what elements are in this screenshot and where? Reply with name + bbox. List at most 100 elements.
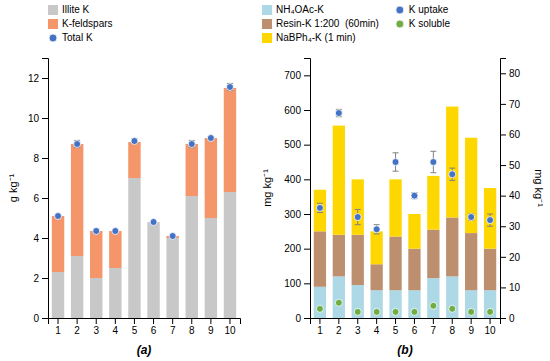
legend-swatch bbox=[262, 19, 272, 29]
point bbox=[316, 204, 323, 211]
tick: 3 bbox=[93, 318, 99, 336]
tick-mark bbox=[338, 318, 339, 324]
tick-mark bbox=[304, 145, 310, 146]
axis-domain bbox=[501, 59, 507, 319]
tick-mark bbox=[500, 318, 506, 319]
point bbox=[430, 302, 437, 309]
tick: 10 bbox=[485, 318, 497, 336]
error-bar bbox=[411, 193, 417, 199]
tick-label: 400 bbox=[284, 174, 301, 185]
tick: 12 bbox=[28, 73, 48, 84]
point bbox=[150, 219, 157, 226]
tick-label: 7 bbox=[170, 325, 176, 336]
error-bar bbox=[317, 203, 323, 212]
tick-label: 300 bbox=[284, 209, 301, 220]
tick: 9 bbox=[208, 318, 214, 336]
axis-domain bbox=[304, 59, 311, 319]
tick-label: 1 bbox=[317, 325, 323, 336]
tick-mark bbox=[471, 318, 472, 324]
tick-mark bbox=[115, 318, 116, 324]
tick: 7 bbox=[170, 318, 176, 336]
tick-label: 60 bbox=[509, 129, 521, 140]
tick-label: 70 bbox=[509, 99, 521, 110]
bar bbox=[352, 179, 364, 234]
tick-mark bbox=[376, 318, 377, 324]
tick-label: 0 bbox=[33, 313, 39, 324]
tick-mark bbox=[42, 78, 48, 79]
point bbox=[468, 308, 475, 315]
bar bbox=[186, 144, 198, 196]
tick-label: 9 bbox=[208, 325, 214, 336]
bar bbox=[484, 290, 496, 318]
legend-item: K-feldspars bbox=[48, 18, 113, 29]
error-bar bbox=[430, 151, 436, 172]
tick-label: 0 bbox=[295, 313, 301, 324]
point bbox=[226, 84, 233, 91]
bar bbox=[427, 230, 439, 279]
tick-label: 2 bbox=[336, 325, 342, 336]
point bbox=[316, 305, 323, 312]
tick-mark bbox=[42, 278, 48, 279]
tick-mark bbox=[304, 249, 310, 250]
tick: 8 bbox=[449, 318, 455, 336]
tick-mark bbox=[96, 318, 97, 324]
tick: 4 bbox=[113, 318, 119, 336]
tick-mark bbox=[42, 118, 48, 119]
bar bbox=[333, 276, 345, 318]
point bbox=[487, 308, 494, 315]
tick-mark bbox=[452, 318, 453, 324]
bar bbox=[370, 290, 382, 318]
error-bar bbox=[227, 83, 233, 90]
bar bbox=[186, 196, 198, 318]
bar bbox=[109, 231, 121, 268]
tick-label: 20 bbox=[509, 252, 521, 263]
point bbox=[468, 214, 475, 221]
bar bbox=[128, 142, 140, 178]
point bbox=[169, 233, 176, 240]
legend-item: Illite K bbox=[48, 4, 90, 15]
tick-label: 4 bbox=[113, 325, 119, 336]
tick: 8 bbox=[189, 318, 195, 336]
legend: NH₄OAc-KResin-K 1:200 (60min)NaBPh₄-K (1… bbox=[262, 4, 450, 43]
tick-mark bbox=[58, 318, 59, 324]
tick-label: 5 bbox=[132, 325, 138, 336]
tick: 600 bbox=[284, 105, 310, 116]
tick: 80 bbox=[500, 68, 521, 79]
legend-swatch bbox=[262, 5, 272, 15]
point bbox=[131, 138, 138, 145]
tick: 70 bbox=[500, 99, 521, 110]
tick-mark bbox=[210, 318, 211, 324]
error-bar bbox=[355, 209, 361, 224]
tick: 20 bbox=[500, 252, 521, 263]
tick-label: 40 bbox=[509, 190, 521, 201]
legend-swatch bbox=[396, 20, 404, 28]
x-axis: 12345678910 bbox=[49, 318, 241, 336]
tick: 10 bbox=[224, 318, 236, 336]
tick-mark bbox=[304, 318, 310, 319]
tick-label: 3 bbox=[355, 325, 361, 336]
bar bbox=[52, 272, 64, 318]
tick-mark bbox=[304, 110, 310, 111]
tick: 1 bbox=[55, 318, 61, 336]
bar bbox=[352, 285, 364, 318]
tick-label: 80 bbox=[509, 68, 521, 79]
tick: 5 bbox=[393, 318, 399, 336]
tick-label: 4 bbox=[33, 233, 39, 244]
tick: 60 bbox=[500, 129, 521, 140]
bar bbox=[465, 290, 477, 318]
bar bbox=[389, 179, 401, 236]
point bbox=[93, 228, 100, 235]
bar bbox=[128, 178, 140, 318]
bar bbox=[314, 287, 326, 318]
tick-label: 1 bbox=[55, 325, 61, 336]
legend-item: Resin-K 1:200 (60min) bbox=[262, 18, 379, 29]
tick: 10 bbox=[500, 282, 521, 293]
legend-swatch bbox=[262, 33, 272, 43]
tick-mark bbox=[304, 283, 310, 284]
tick: 9 bbox=[468, 318, 474, 336]
bar bbox=[71, 144, 83, 256]
bar bbox=[427, 176, 439, 230]
tick-mark bbox=[395, 318, 396, 324]
bar-series bbox=[314, 107, 496, 265]
tick-mark bbox=[42, 198, 48, 199]
